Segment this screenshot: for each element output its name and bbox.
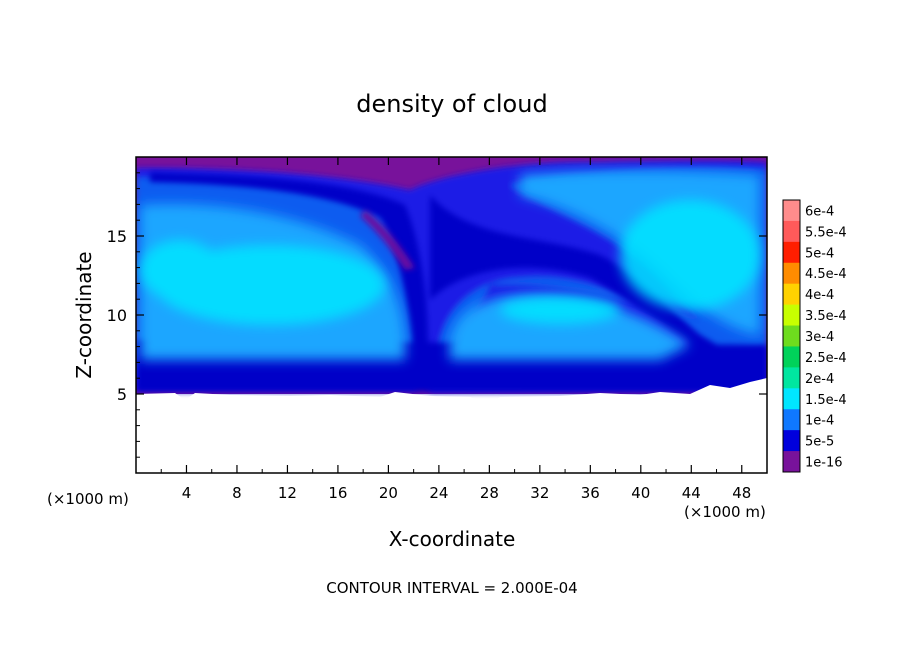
x-axis-ticks: 4 8 12 16 20 24 28 32 36 40 44 48 (160, 157, 751, 502)
dark-band-right (430, 195, 730, 360)
colorbar-swatch (783, 388, 800, 410)
colorbar-swatch (783, 430, 800, 452)
cloud-free-region (136, 378, 767, 473)
x-tick-label: 44 (682, 484, 701, 502)
colorbar-label: 2e-4 (805, 372, 834, 387)
colorbar-label: 1e-16 (805, 456, 843, 471)
contour-interval-note: CONTOUR INTERVAL = 2.000E-04 (326, 579, 577, 597)
colorbar-swatch (783, 409, 800, 431)
x-tick-label: 24 (429, 484, 448, 502)
colorbar-swatch (783, 220, 800, 243)
colorbar-label: 4e-4 (805, 288, 834, 303)
colorbar-swatch (783, 200, 800, 222)
colorbar-swatch (783, 241, 800, 264)
colorbar-label: 3e-4 (805, 330, 834, 345)
colorbar-label: 5.5e-4 (805, 225, 847, 240)
x-axis-title: X-coordinate (389, 527, 516, 551)
colorbar-swatch (783, 283, 800, 306)
colorbar-label: 1e-4 (805, 414, 834, 429)
colorbar-swatch (783, 262, 800, 285)
y-tick-label: 15 (107, 227, 127, 246)
purple-streak (360, 210, 415, 270)
colorbar-label: 1.5e-4 (805, 393, 847, 408)
x-tick-label: 4 (182, 484, 192, 502)
colorbar-swatch (783, 304, 800, 327)
colorbar: 6e-4 5.5e-4 5e-4 4.5e-4 4e-4 3.5e-4 3e-4 2.5e-4… (782, 199, 847, 473)
chart-title: density of cloud (356, 90, 547, 118)
colorbar-label: 5e-5 (805, 435, 834, 450)
left-core-cyan-2 (140, 240, 220, 300)
colorbar-label: 4.5e-4 (805, 267, 847, 282)
y-unit-label: (×1000 m) (47, 490, 129, 508)
right-core-cyan-2 (500, 296, 620, 324)
colorbar-swatch (783, 325, 800, 347)
x-tick-label: 20 (379, 484, 398, 502)
x-tick-label: 12 (278, 484, 297, 502)
colorbar-label: 2.5e-4 (805, 351, 847, 366)
x-unit-label: (×1000 m) (684, 503, 766, 521)
x-tick-label: 16 (328, 484, 347, 502)
y-axis-title: Z-coordinate (72, 251, 96, 378)
colorbar-swatch (783, 367, 800, 389)
colorbar-label: 5e-4 (805, 246, 834, 261)
x-tick-label: 36 (581, 484, 600, 502)
colorbar-swatch (783, 451, 800, 473)
colorbar-label: 3.5e-4 (805, 309, 847, 324)
y-tick-label: 10 (107, 306, 127, 325)
colorbar-label: 6e-4 (805, 204, 834, 219)
x-tick-label: 48 (732, 484, 751, 502)
y-tick-label: 5 (117, 385, 127, 404)
y-axis-ticks: 5 10 15 (107, 172, 767, 458)
colorbar-swatch (783, 346, 800, 368)
x-tick-label: 40 (631, 484, 650, 502)
heatmap-field (136, 157, 767, 473)
x-tick-label: 8 (232, 484, 242, 502)
x-tick-label: 28 (480, 484, 499, 502)
colorbar-frame (782, 199, 801, 473)
right-core-cyan (620, 200, 760, 310)
x-tick-label: 32 (530, 484, 549, 502)
